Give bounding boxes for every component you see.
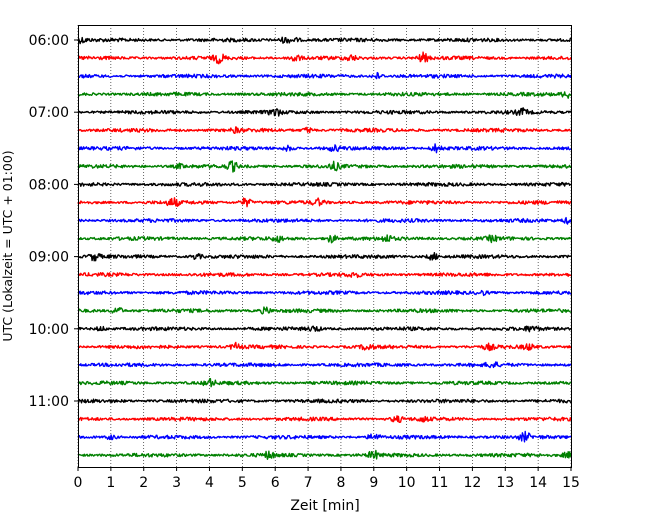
- x-tick-label: 5: [238, 475, 247, 491]
- seismogram-trace: [77, 449, 572, 460]
- seismogram-trace: [77, 306, 572, 315]
- x-tick-label: 9: [369, 475, 378, 491]
- seismogram-trace: [77, 234, 572, 244]
- x-tick-label: 10: [398, 475, 416, 491]
- x-tick-label: 7: [304, 475, 313, 491]
- seismogram-trace: [77, 272, 572, 279]
- x-tick-label: 2: [139, 475, 148, 491]
- x-tick-label: 12: [463, 475, 481, 491]
- x-axis-ticks: 0 1 2 3 4 5 6 7 8 9 10 11 12 13 14 15: [74, 467, 580, 491]
- x-tick-label: 4: [205, 475, 214, 491]
- y-tick-label: 07:00: [29, 105, 69, 121]
- y-tick-label: 10:00: [29, 322, 69, 338]
- y-axis-title: UTC (Lokalzeit = UTC + 01:00): [0, 150, 15, 341]
- plot-frame: [78, 25, 572, 468]
- seismogram-traces: [77, 36, 572, 460]
- seismogram-trace: [77, 91, 572, 99]
- x-tick-label: 14: [529, 475, 547, 491]
- y-tick-label: 11:00: [29, 394, 69, 410]
- seismogram-trace: [77, 341, 572, 352]
- x-tick-label: 15: [562, 475, 580, 491]
- x-tick-label: 0: [74, 475, 83, 491]
- seismogram-trace: [77, 361, 572, 369]
- seismogram-trace: [77, 107, 572, 117]
- seismogram-trace: [77, 398, 572, 404]
- x-tick-label: 8: [336, 475, 345, 491]
- seismogram-trace: [77, 160, 572, 173]
- seismogram-trace: [77, 197, 572, 208]
- seismogram-trace: [77, 51, 572, 65]
- seismogram-trace: [77, 216, 572, 225]
- seismogram-trace: [77, 377, 572, 388]
- seismogram-trace: [77, 289, 572, 297]
- x-axis-title: Zeit [min]: [290, 498, 359, 514]
- seismogram-trace: [77, 126, 572, 134]
- seismogram-trace: [77, 325, 572, 333]
- seismogram-trace: [77, 36, 572, 45]
- x-tick-label: 13: [496, 475, 514, 491]
- y-axis-ticks: 06:00 07:00 08:00 09:00 10:00 11:00: [29, 33, 78, 410]
- x-tick-label: 6: [271, 475, 280, 491]
- seismogram-trace: [77, 252, 572, 262]
- seismogram-trace: [77, 415, 572, 424]
- x-tick-label: 11: [431, 475, 449, 491]
- x-tick-label: 1: [106, 475, 115, 491]
- seismogram-trace: [77, 71, 572, 80]
- x-tick-label: 3: [172, 475, 181, 491]
- seismogram-trace: [77, 181, 572, 187]
- y-tick-label: 08:00: [29, 177, 69, 193]
- y-tick-label: 06:00: [29, 33, 69, 49]
- seismogram-trace: [77, 143, 572, 154]
- y-tick-label: 09:00: [29, 250, 69, 266]
- seismogram-trace: [77, 430, 572, 443]
